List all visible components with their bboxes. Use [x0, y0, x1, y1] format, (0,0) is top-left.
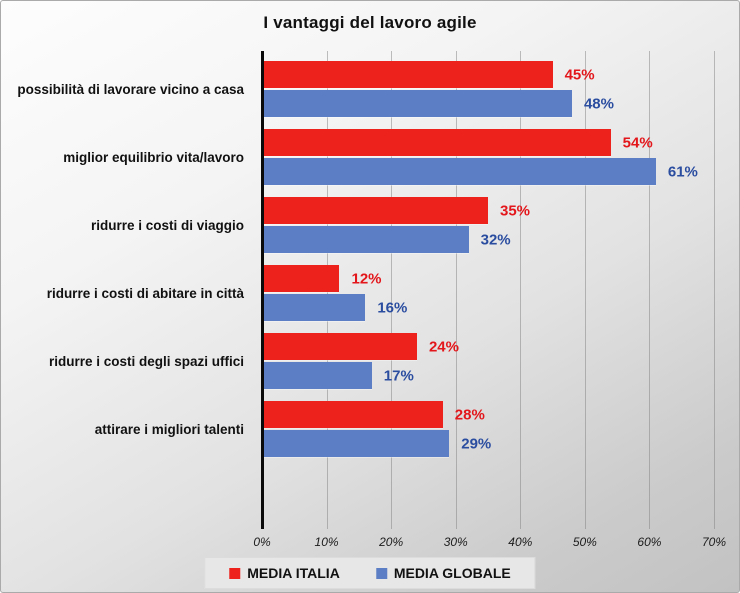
media-italia-bar: 45%	[262, 61, 595, 88]
media-italia-bar: 54%	[262, 129, 653, 156]
media-italia-bar: 12%	[262, 265, 382, 292]
data-label: 16%	[377, 299, 408, 316]
media-globale-bar: 29%	[262, 430, 491, 457]
x-tick-label: 60%	[637, 535, 662, 549]
data-label: 28%	[454, 406, 485, 423]
data-label: 12%	[351, 270, 382, 287]
data-label: 35%	[500, 202, 531, 219]
data-label: 24%	[428, 338, 459, 355]
data-label: 61%	[667, 163, 698, 180]
gridline	[649, 51, 651, 529]
bar-group-possibilit-di-lavorare-vicino-a-casa: 45% 48%	[262, 61, 714, 117]
legend: MEDIA ITALIA MEDIA GLOBALE	[204, 557, 536, 589]
media-globale-bar: 48%	[262, 90, 614, 117]
x-tick-label: 50%	[572, 535, 597, 549]
data-label: 32%	[480, 231, 511, 248]
bar-group-ridurre-i-costi-degli-spazi-uffici: 24% 17%	[262, 333, 714, 389]
bar-group-miglior-equilibrio-vita-lavoro: 54% 61%	[262, 129, 714, 185]
legend-item-media-italia: MEDIA ITALIA	[229, 565, 340, 581]
media-italia-bar: 24%	[262, 333, 459, 360]
category-label-miglior-equilibrio-vita-lavoro: miglior equilibrio vita/lavoro	[63, 149, 244, 165]
category-label-possibilit-di-lavorare-vicino-a-casa: possibilità di lavorare vicino a casa	[17, 81, 244, 97]
x-tick-label: 20%	[379, 535, 404, 549]
data-label: 48%	[583, 95, 614, 112]
data-label: 29%	[461, 435, 492, 452]
data-label: 45%	[564, 66, 595, 83]
gridline	[455, 51, 457, 529]
media-globale-bar: 16%	[262, 294, 407, 321]
media-globale-bar: 32%	[262, 226, 511, 253]
x-tick-label: 10%	[314, 535, 339, 549]
media-italia-bar: 35%	[262, 197, 530, 224]
bar-group-ridurre-i-costi-di-abitare-in-citt-: 12% 16%	[262, 265, 714, 321]
x-tick-label: 70%	[701, 535, 727, 549]
value-axis-baseline	[261, 51, 264, 529]
media-globale-bar: 17%	[262, 362, 414, 389]
chart-title: I vantaggi del lavoro agile	[263, 13, 477, 32]
x-tick-label: 30%	[443, 535, 468, 549]
x-tick-label: 40%	[508, 535, 533, 549]
category-label-ridurre-i-costi-degli-spazi-uffici: ridurre i costi degli spazi uffici	[48, 353, 244, 369]
x-tick-label: 0%	[253, 535, 271, 549]
legend-label: MEDIA ITALIA	[247, 565, 340, 581]
bar-group-attirare-i-migliori-talenti: 28% 29%	[262, 401, 714, 457]
plot-area: 45% 48% 54% 61% 35% 32% 12% 16% 24% 17% 28% 29%	[261, 51, 715, 529]
legend-item-media-globale: MEDIA GLOBALE	[375, 565, 511, 581]
legend-label: MEDIA GLOBALE	[393, 565, 511, 581]
bar-group-ridurre-i-costi-di-viaggio: 35% 32%	[262, 197, 714, 253]
gridline	[391, 51, 393, 529]
category-label-ridurre-i-costi-di-abitare-in-citt-: ridurre i costi di abitare in città	[46, 285, 244, 301]
data-label: 54%	[622, 134, 653, 151]
category-label-attirare-i-migliori-talenti: attirare i migliori talenti	[94, 421, 244, 437]
legend-swatch-icon	[375, 567, 387, 579]
legend-swatch-icon	[229, 567, 241, 579]
data-label: 17%	[383, 367, 414, 384]
gridline	[520, 51, 522, 529]
gridline	[714, 51, 715, 529]
category-label-ridurre-i-costi-di-viaggio: ridurre i costi di viaggio	[90, 217, 244, 233]
media-globale-bar: 61%	[262, 158, 698, 185]
media-italia-bar: 28%	[262, 401, 485, 428]
gridline	[584, 51, 586, 529]
